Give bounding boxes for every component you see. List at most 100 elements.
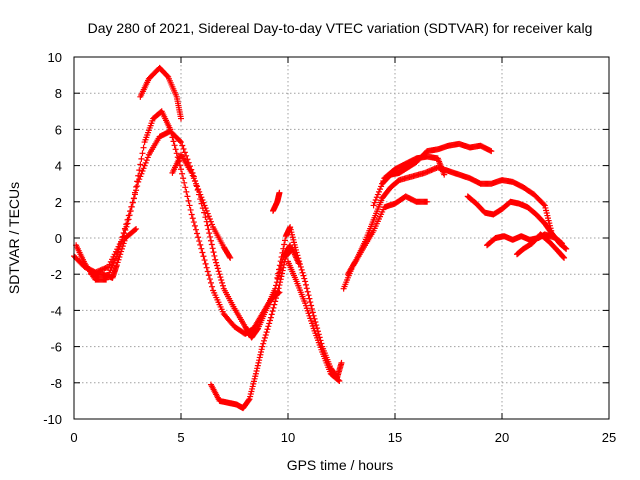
data-point — [129, 199, 136, 206]
data-point — [302, 278, 309, 285]
data-point — [338, 359, 345, 366]
series-arc-7 — [270, 189, 283, 214]
data-point — [178, 115, 184, 122]
data-point — [134, 183, 141, 190]
x-tick-label: 20 — [495, 430, 509, 445]
series-arc-5 — [169, 151, 234, 261]
y-tick-label: -10 — [43, 412, 62, 427]
data-point — [297, 263, 304, 270]
data-point — [118, 248, 125, 255]
data-point — [190, 219, 197, 226]
data-point — [213, 259, 220, 266]
data-point — [199, 249, 206, 256]
data-point — [204, 222, 211, 229]
data-point — [207, 218, 214, 225]
data-point — [206, 230, 213, 237]
y-tick-label: 0 — [55, 231, 62, 246]
data-point — [312, 318, 319, 325]
x-tick-label: 15 — [388, 430, 402, 445]
data-point — [212, 256, 219, 263]
data-point — [203, 264, 210, 271]
data-point — [184, 193, 191, 200]
data-point — [130, 195, 137, 202]
data-point — [206, 215, 213, 222]
chart-title: Day 280 of 2021, Sidereal Day-to-day VTE… — [88, 20, 593, 36]
data-point — [201, 202, 208, 209]
data-point — [280, 264, 287, 271]
data-point — [210, 249, 217, 256]
data-point — [275, 270, 282, 277]
x-tick-label: 0 — [70, 430, 77, 445]
x-tick-label: 10 — [281, 430, 295, 445]
data-point — [307, 299, 314, 306]
data-point — [265, 323, 272, 330]
data-point — [372, 196, 379, 203]
data-point — [298, 266, 305, 273]
grid — [74, 57, 609, 419]
data-point — [133, 225, 140, 232]
series-arc-10 — [340, 193, 431, 292]
data-point — [186, 202, 193, 209]
data-point — [208, 241, 215, 248]
data-point — [200, 253, 207, 260]
data-point — [254, 362, 261, 369]
data-point — [375, 188, 382, 195]
data-point — [278, 273, 285, 280]
data-point — [189, 172, 196, 179]
data-point — [198, 194, 205, 201]
data-point — [114, 259, 121, 266]
data-point — [125, 216, 132, 223]
y-tick-label: 2 — [55, 195, 62, 210]
axis-ticks: 0 5 10 15 20 25 -10 -8 -6 -4 -2 0 2 4 6 8 10 — [43, 50, 616, 445]
data-point — [304, 288, 311, 295]
data-point — [266, 320, 273, 327]
data-point — [205, 272, 212, 279]
series-arc-16 — [513, 231, 568, 261]
y-tick-label: -8 — [50, 376, 62, 391]
data-point — [267, 314, 274, 321]
y-tick-label: 10 — [48, 50, 62, 65]
data-point — [194, 230, 201, 237]
data-point — [295, 255, 302, 262]
data-point — [207, 279, 214, 286]
x-tick-label: 25 — [602, 430, 616, 445]
data-point — [192, 226, 199, 233]
data-point — [276, 266, 283, 273]
series-arc-11 — [344, 164, 555, 278]
data-point — [256, 354, 263, 361]
data-point — [136, 176, 143, 183]
y-tick-label: -6 — [50, 340, 62, 355]
data-point — [196, 188, 203, 195]
data-point — [207, 233, 214, 240]
data-point — [253, 368, 260, 375]
data-point — [274, 274, 281, 281]
data-point — [261, 337, 268, 344]
x-axis-label: GPS time / hours — [287, 457, 394, 473]
data-point — [378, 183, 385, 190]
data-point — [180, 145, 187, 152]
series-arc-2 — [73, 128, 294, 341]
data-point — [201, 257, 208, 264]
data-point — [137, 161, 144, 168]
data-point — [309, 309, 316, 316]
data-point — [142, 159, 149, 166]
data-point — [188, 211, 195, 218]
data-point — [261, 334, 268, 341]
data-point — [227, 254, 234, 261]
data-point — [213, 262, 220, 269]
data-point — [178, 166, 184, 173]
data-point — [211, 252, 218, 259]
data-point — [179, 170, 186, 177]
data-point — [370, 202, 377, 209]
data-point — [277, 258, 284, 265]
data-point — [181, 179, 188, 186]
data-point — [195, 234, 202, 241]
data-point — [202, 214, 209, 221]
data-point — [282, 237, 289, 244]
data-point — [226, 253, 233, 260]
y-tick-label: -2 — [50, 267, 62, 282]
data-point — [121, 237, 128, 244]
data-point — [131, 191, 138, 198]
data-point — [256, 357, 263, 364]
data-point — [183, 188, 190, 195]
